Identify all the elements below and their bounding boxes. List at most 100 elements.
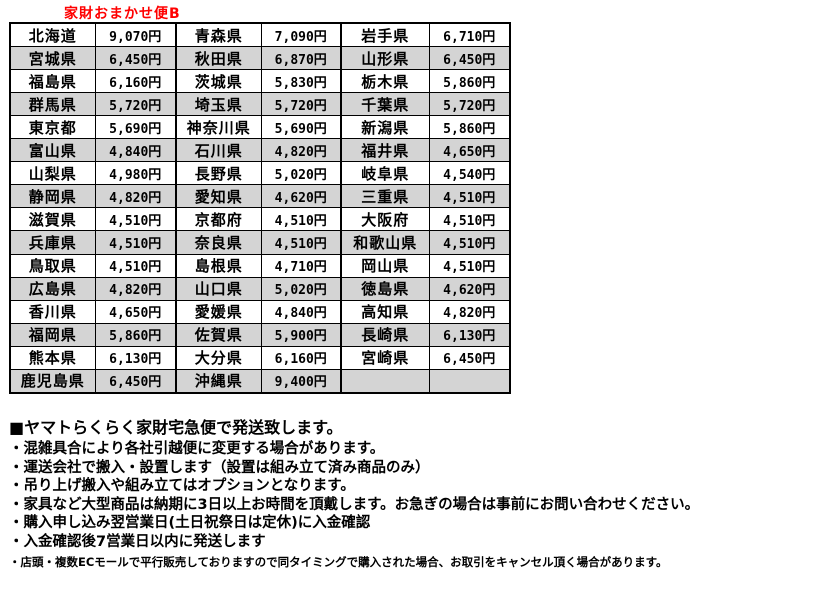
table-row: 宮城県 6,450円 秋田県 6,870円 山形県 6,450円 bbox=[9, 46, 511, 71]
note-bullet: ・混雑具合により各社引越便に変更する場合があります。 bbox=[9, 441, 385, 457]
prefecture-cell: 沖縄県 bbox=[175, 368, 262, 394]
price-cell: 4,840円 bbox=[94, 138, 177, 163]
prefecture-cell: 宮城県 bbox=[9, 46, 96, 71]
table-row: 福岡県 5,860円 佐賀県 5,900円 長崎県 6,130円 bbox=[9, 322, 511, 347]
price-cell: 4,510円 bbox=[428, 253, 511, 278]
price-cell: 5,020円 bbox=[260, 276, 342, 301]
price-cell: 4,820円 bbox=[94, 184, 177, 209]
prefecture-cell: 岩手県 bbox=[340, 22, 430, 48]
prefecture-cell: 愛知県 bbox=[175, 184, 262, 209]
prefecture-cell: 福井県 bbox=[340, 138, 430, 163]
prefecture-cell: 鹿児島県 bbox=[9, 368, 96, 394]
price-cell: 4,510円 bbox=[428, 207, 511, 232]
prefecture-cell bbox=[340, 368, 430, 394]
price-cell: 4,650円 bbox=[94, 299, 177, 324]
prefecture-cell: 富山県 bbox=[9, 138, 96, 163]
price-cell: 6,870円 bbox=[260, 46, 342, 71]
price-cell: 6,130円 bbox=[428, 322, 511, 347]
prefecture-cell: 群馬県 bbox=[9, 92, 96, 117]
table-row: 北海道 9,070円 青森県 7,090円 岩手県 6,710円 bbox=[9, 22, 511, 48]
prefecture-cell: 新潟県 bbox=[340, 115, 430, 140]
prefecture-cell: 宮崎県 bbox=[340, 345, 430, 370]
price-cell: 9,400円 bbox=[260, 368, 342, 394]
price-cell: 4,510円 bbox=[428, 230, 511, 255]
price-cell: 6,710円 bbox=[428, 22, 511, 48]
prefecture-cell: 大阪府 bbox=[340, 207, 430, 232]
prefecture-cell: 京都府 bbox=[175, 207, 262, 232]
table-row: 山梨県 4,980円 長野県 5,020円 岐阜県 4,540円 bbox=[9, 161, 511, 186]
prefecture-cell: 佐賀県 bbox=[175, 322, 262, 347]
prefecture-cell: 広島県 bbox=[9, 276, 96, 301]
price-cell: 4,510円 bbox=[94, 253, 177, 278]
prefecture-cell: 愛媛県 bbox=[175, 299, 262, 324]
price-cell: 4,510円 bbox=[260, 207, 342, 232]
price-cell: 7,090円 bbox=[260, 22, 342, 48]
prefecture-cell: 高知県 bbox=[340, 299, 430, 324]
prefecture-cell: 福岡県 bbox=[9, 322, 96, 347]
price-cell: 5,900円 bbox=[260, 322, 342, 347]
prefecture-cell: 石川県 bbox=[175, 138, 262, 163]
shipping-fee-table-body: 北海道 9,070円 青森県 7,090円 岩手県 6,710円 宮城県 6,450円 秋田県 6… bbox=[9, 22, 511, 394]
price-cell: 5,690円 bbox=[260, 115, 342, 140]
prefecture-cell: 島根県 bbox=[175, 253, 262, 278]
price-cell: 4,820円 bbox=[260, 138, 342, 163]
price-cell: 6,160円 bbox=[260, 345, 342, 370]
price-cell: 4,650円 bbox=[428, 138, 511, 163]
prefecture-cell: 岡山県 bbox=[340, 253, 430, 278]
prefecture-cell: 埼玉県 bbox=[175, 92, 262, 117]
note-bullet: ・吊り上げ搬入や組み立てはオプションとなります。 bbox=[9, 478, 355, 495]
notes-bullets: ・混雑具合により各社引越便に変更する場合があります。・運送会社で搬入・設置します… bbox=[9, 440, 699, 552]
price-cell bbox=[428, 368, 511, 394]
table-row: 福島県 6,160円 茨城県 5,830円 栃木県 5,860円 bbox=[9, 69, 511, 94]
table-row: 群馬県 5,720円 埼玉県 5,720円 千葉県 5,720円 bbox=[9, 92, 511, 117]
price-cell: 6,130円 bbox=[94, 345, 177, 370]
prefecture-cell: 熊本県 bbox=[9, 345, 96, 370]
prefecture-cell: 山形県 bbox=[340, 46, 430, 71]
note-bullet: ・家具など大型商品は納期に3日以上お時間を頂戴します。お急ぎの場合は事前にお問い… bbox=[9, 496, 700, 513]
price-cell: 4,820円 bbox=[94, 276, 177, 301]
price-cell: 6,450円 bbox=[428, 345, 511, 370]
prefecture-cell: 鳥取県 bbox=[9, 253, 96, 278]
prefecture-cell: 東京都 bbox=[9, 115, 96, 140]
page-title: 家財おまかせ便B bbox=[64, 6, 181, 22]
prefecture-cell: 長崎県 bbox=[340, 322, 430, 347]
note-bullet: ・運送会社で搬入・設置します（設置は組み立て済み商品のみ） bbox=[9, 459, 430, 476]
price-cell: 5,860円 bbox=[428, 115, 511, 140]
prefecture-cell: 香川県 bbox=[9, 299, 96, 324]
prefecture-cell: 茨城県 bbox=[175, 69, 262, 94]
prefecture-cell: 神奈川県 bbox=[175, 115, 262, 140]
price-cell: 4,510円 bbox=[94, 207, 177, 232]
price-cell: 5,020円 bbox=[260, 161, 342, 186]
prefecture-cell: 北海道 bbox=[9, 22, 96, 48]
price-cell: 5,720円 bbox=[428, 92, 511, 117]
price-cell: 5,690円 bbox=[94, 115, 177, 140]
price-cell: 4,980円 bbox=[94, 161, 177, 186]
table-row: 滋賀県 4,510円 京都府 4,510円 大阪府 4,510円 bbox=[9, 207, 511, 232]
table-row: 東京都 5,690円 神奈川県 5,690円 新潟県 5,860円 bbox=[9, 115, 511, 140]
price-cell: 4,710円 bbox=[260, 253, 342, 278]
table-row: 兵庫県 4,510円 奈良県 4,510円 和歌山県 4,510円 bbox=[9, 230, 511, 255]
prefecture-cell: 山梨県 bbox=[9, 161, 96, 186]
table-row: 鳥取県 4,510円 島根県 4,710円 岡山県 4,510円 bbox=[9, 253, 511, 278]
prefecture-cell: 千葉県 bbox=[340, 92, 430, 117]
prefecture-cell: 兵庫県 bbox=[9, 230, 96, 255]
price-cell: 5,860円 bbox=[428, 69, 511, 94]
price-cell: 5,860円 bbox=[94, 322, 177, 347]
table-row: 鹿児島県 6,450円 沖縄県 9,400円 bbox=[9, 368, 511, 394]
table-row: 静岡県 4,820円 愛知県 4,620円 三重県 4,510円 bbox=[9, 184, 511, 209]
price-cell: 4,620円 bbox=[260, 184, 342, 209]
prefecture-cell: 徳島県 bbox=[340, 276, 430, 301]
price-cell: 6,450円 bbox=[94, 46, 177, 71]
prefecture-cell: 岐阜県 bbox=[340, 161, 430, 186]
price-cell: 4,510円 bbox=[260, 230, 342, 255]
price-cell: 4,510円 bbox=[94, 230, 177, 255]
table-row: 富山県 4,840円 石川県 4,820円 福井県 4,650円 bbox=[9, 138, 511, 163]
table-row: 広島県 4,820円 山口県 5,020円 徳島県 4,620円 bbox=[9, 276, 511, 301]
prefecture-cell: 三重県 bbox=[340, 184, 430, 209]
table-row: 熊本県 6,130円 大分県 6,160円 宮崎県 6,450円 bbox=[9, 345, 511, 370]
prefecture-cell: 秋田県 bbox=[175, 46, 262, 71]
price-cell: 4,510円 bbox=[428, 184, 511, 209]
price-cell: 4,840円 bbox=[260, 299, 342, 324]
price-cell: 6,450円 bbox=[428, 46, 511, 71]
price-cell: 9,070円 bbox=[94, 22, 177, 48]
